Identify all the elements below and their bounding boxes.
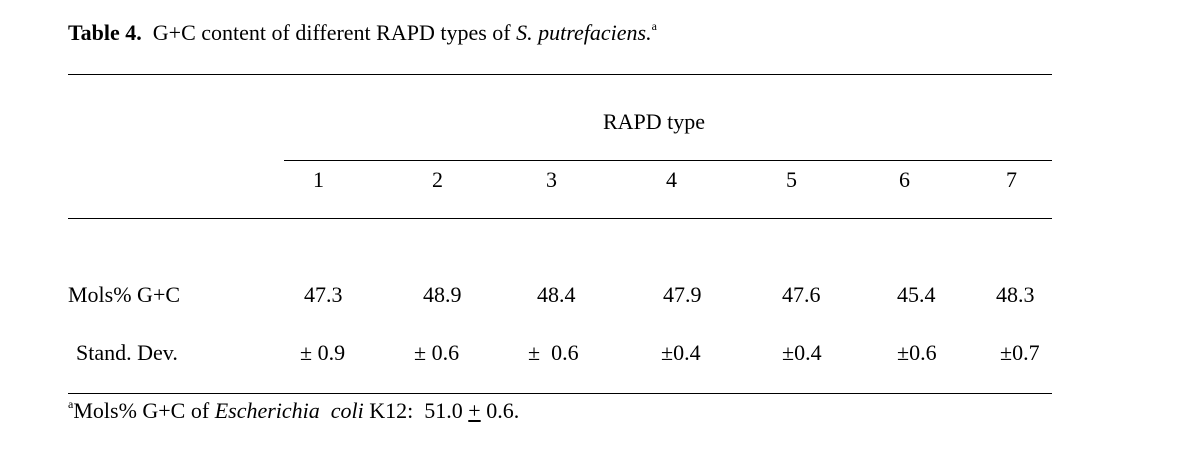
column-header: 4 [666, 167, 677, 192]
table-cell: 48.4 [537, 282, 576, 307]
bottom-rule [68, 393, 1052, 394]
species-name: S. putrefaciens. [516, 20, 652, 45]
row-label: Mols% G+C [68, 282, 181, 307]
footnote-organism: Escherichia coli [214, 398, 364, 423]
table-title: Table 4. G+C content of different RAPD t… [68, 19, 657, 45]
title-footnote-marker: a [651, 19, 657, 33]
footnote-marker: a [68, 397, 74, 411]
table-footnote: aMols% G+C of Escherichia coli K12: 51.0… [68, 397, 520, 423]
table-number: Table 4. [68, 20, 142, 45]
column-header: 3 [546, 167, 557, 192]
footnote-plus-minus: + [468, 398, 481, 423]
top-rule [68, 74, 1052, 75]
footnote-value: 51.0 [424, 398, 463, 423]
row-label: Stand. Dev. [76, 340, 178, 365]
table-cell: ± 0.9 [300, 340, 346, 365]
table-cell: ±0.4 [661, 340, 701, 365]
table-cell: ± 0.6 [414, 340, 460, 365]
table-caption: G+C content of different RAPD types of [152, 20, 511, 45]
column-header: 6 [899, 167, 910, 192]
footnote-strain: K12: [369, 398, 414, 423]
table-cell: 45.4 [897, 282, 936, 307]
table-cell: 47.3 [304, 282, 343, 307]
table-cell: ±0.7 [1000, 340, 1040, 365]
column-header: 1 [313, 167, 324, 192]
table-cell: ± 0.6 [528, 340, 579, 365]
table-cell: ±0.4 [782, 340, 822, 365]
table-cell: 48.9 [423, 282, 462, 307]
header-bottom-rule [68, 218, 1052, 219]
table-cell: 48.3 [996, 282, 1035, 307]
header-group-label: RAPD type [603, 109, 706, 134]
column-header: 5 [786, 167, 797, 192]
table-cell: ±0.6 [897, 340, 937, 365]
column-header: 7 [1006, 167, 1017, 192]
table-cell: 47.9 [663, 282, 702, 307]
footnote-sd: 0.6. [486, 398, 520, 423]
table-cell: 47.6 [782, 282, 821, 307]
footnote-prefix: Mols% G+C of [73, 398, 210, 423]
header-group-rule [284, 160, 1052, 161]
column-header: 2 [432, 167, 443, 192]
